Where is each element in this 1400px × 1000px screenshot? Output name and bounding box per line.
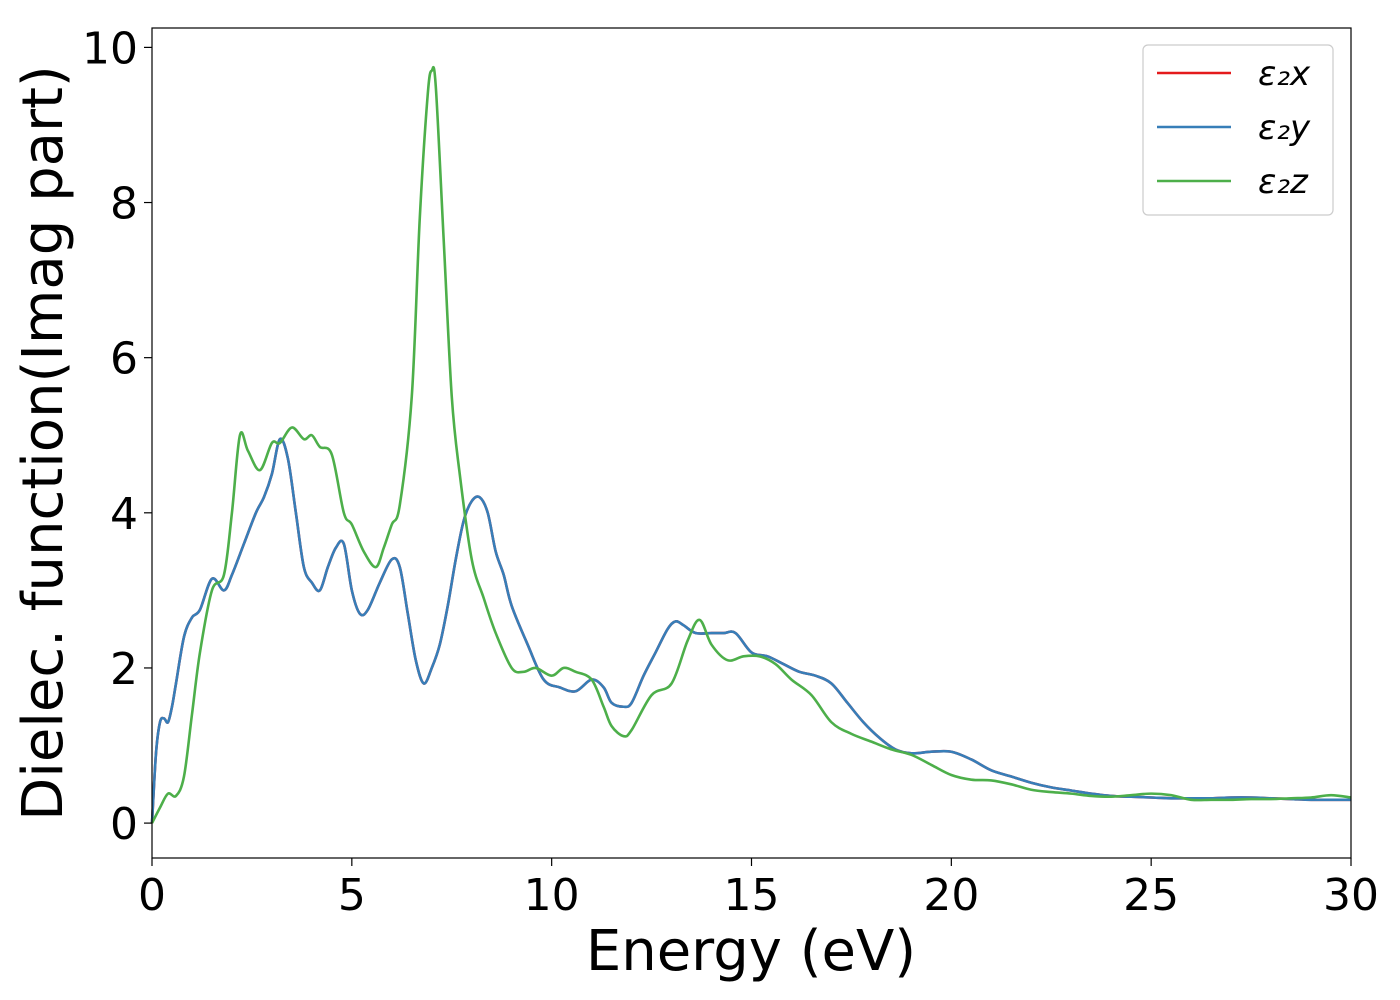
x-tick-label: 5 (338, 870, 366, 921)
x-tick-label: 30 (1323, 870, 1379, 921)
x-ticks: 0 5 10 15 20 25 30 (138, 858, 1379, 921)
y-axis-label: Dielec. function(Imag part) (11, 65, 76, 821)
legend-label-2: ε₂y (1258, 108, 1311, 148)
y-tick-label: 2 (110, 644, 138, 695)
series-layer (150, 65, 1352, 824)
x-tick-label: 25 (1123, 870, 1179, 921)
y-tick-label: 8 (110, 179, 138, 230)
y-tick-label: 0 (110, 799, 138, 850)
y-tick-label: 6 (110, 334, 138, 385)
x-axis-label: Energy (eV) (586, 919, 916, 984)
y-ticks: 0 2 4 6 8 10 (82, 23, 152, 850)
legend-box (1142, 44, 1334, 216)
x-tick-label: 20 (923, 870, 979, 921)
legend: ε₂x ε₂y ε₂z (1142, 44, 1334, 216)
x-tick-label: 15 (724, 870, 780, 921)
legend-label-1: ε₂x (1258, 54, 1311, 94)
legend-label-3: ε₂z (1258, 162, 1309, 202)
y-tick-label: 10 (82, 23, 138, 74)
series-line-3 (150, 65, 1352, 824)
series-line-2 (150, 437, 1351, 824)
y-tick-label: 4 (110, 489, 138, 540)
x-tick-label: 10 (524, 870, 580, 921)
x-tick-label: 0 (138, 870, 166, 921)
